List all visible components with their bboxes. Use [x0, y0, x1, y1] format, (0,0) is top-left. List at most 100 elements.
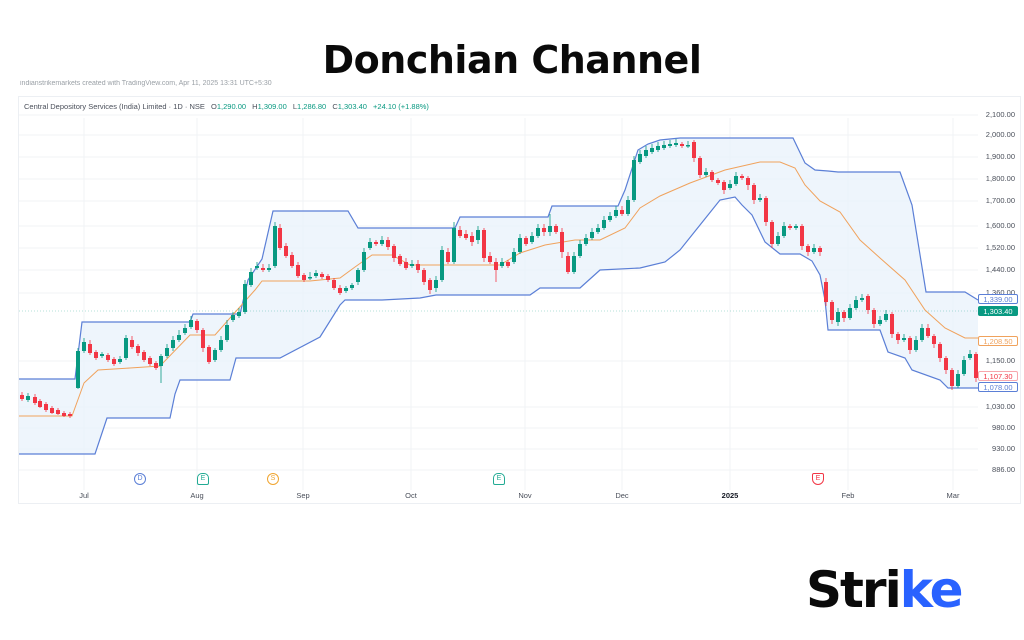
chart-watermark: indianstrikemarkets created with Trading… [20, 80, 272, 87]
candle-body [836, 312, 840, 322]
candle-body [308, 277, 312, 279]
candle-body [704, 172, 708, 175]
candle-body [650, 148, 654, 152]
candle-body [572, 256, 576, 272]
candle-body [860, 298, 864, 300]
candle-body [124, 338, 128, 358]
candle-body [201, 330, 205, 348]
candle-body [159, 356, 163, 366]
open-value: 1,290.00 [216, 102, 247, 111]
candle-body [284, 246, 288, 256]
candle-body [938, 344, 942, 358]
low-value: 1,286.80 [297, 102, 327, 111]
open-label: O [211, 102, 217, 111]
candle-body [956, 374, 960, 386]
candle-body [225, 325, 229, 340]
candle-body [692, 142, 696, 158]
page-title: Donchian Channel [322, 38, 702, 82]
close-value: 1,303.40 [337, 102, 367, 111]
candle-body [500, 262, 504, 266]
candle-body [788, 226, 792, 228]
candle-body [422, 270, 426, 282]
candle-body [68, 414, 72, 416]
high-value: 1,309.00 [257, 102, 287, 111]
candle-body [195, 321, 199, 330]
candle-body [764, 198, 768, 222]
candle-body [782, 226, 786, 236]
earnings-marker-icon[interactable]: E [197, 473, 209, 485]
strike-logo: Strike [806, 562, 964, 618]
time-axis-label: Feb [841, 491, 855, 500]
candle-body [267, 268, 271, 270]
candle-body [962, 360, 966, 374]
candle-body [130, 340, 134, 347]
candle-body [332, 280, 336, 288]
candle-body [148, 358, 152, 364]
price-tag: 1,078.00 [978, 382, 1018, 392]
split-marker-icon[interactable]: S [267, 473, 279, 485]
candle-body [566, 256, 570, 272]
candle-body [380, 240, 384, 244]
candle-body [410, 264, 414, 266]
candle-body [207, 347, 211, 362]
candle-body [740, 176, 744, 178]
candle-body [896, 334, 900, 340]
earnings-marker-icon[interactable]: E [493, 473, 505, 485]
price-axis-label: 1,030.00 [985, 402, 1015, 411]
candle-body [338, 288, 342, 293]
candle-body [213, 350, 217, 360]
candle-body [374, 242, 378, 244]
candle-body [243, 284, 247, 312]
candle-body [728, 184, 732, 188]
lower-band-line [19, 196, 978, 455]
candle-body [62, 413, 66, 416]
candle-body [112, 359, 116, 364]
candle-body [806, 246, 810, 252]
candle-body [830, 302, 834, 320]
candle-body [470, 236, 474, 242]
candle-body [554, 226, 558, 232]
earnings-marker-icon[interactable]: E [812, 473, 824, 485]
candle-body [440, 250, 444, 280]
candle-body [890, 314, 894, 334]
dividend-marker-icon[interactable]: D [134, 473, 146, 485]
price-axis-label: 1,600.00 [985, 221, 1015, 230]
change-value: +24.10 (+1.88%) [373, 102, 429, 111]
candle-body [638, 154, 642, 162]
candle-body [362, 252, 366, 270]
chart-legend: Central Depository Services (India) Limi… [24, 102, 429, 111]
candle-body [746, 178, 750, 185]
candle-body [842, 312, 846, 318]
candle-body [602, 220, 606, 228]
candle-body [722, 182, 726, 190]
candle-body [866, 296, 870, 310]
candle-body [428, 280, 432, 290]
candle-body [974, 354, 978, 378]
symbol-name[interactable]: Central Depository Services (India) Limi… [24, 102, 205, 111]
candle-body [920, 328, 924, 340]
candle-body [800, 226, 804, 246]
candle-body [33, 397, 37, 403]
candle-body [776, 236, 780, 244]
candle-body [88, 344, 92, 353]
candle-body [608, 216, 612, 220]
candle-body [626, 200, 630, 214]
candle-body [326, 276, 330, 280]
candle-body [136, 346, 140, 353]
candle-body [100, 354, 104, 356]
candle-body [614, 210, 618, 216]
price-axis-label: 1,440.00 [985, 265, 1015, 274]
candle-body [446, 252, 450, 262]
candle-body [302, 275, 306, 280]
candle-body [118, 359, 122, 362]
candle-body [368, 242, 372, 248]
candle-body [902, 338, 906, 340]
candle-body [165, 348, 169, 356]
candle-body [452, 228, 456, 262]
basis-line [19, 161, 978, 417]
close-label: C [332, 102, 338, 111]
candle-body [752, 185, 756, 200]
candle-body [38, 401, 42, 407]
candle-body [590, 232, 594, 238]
